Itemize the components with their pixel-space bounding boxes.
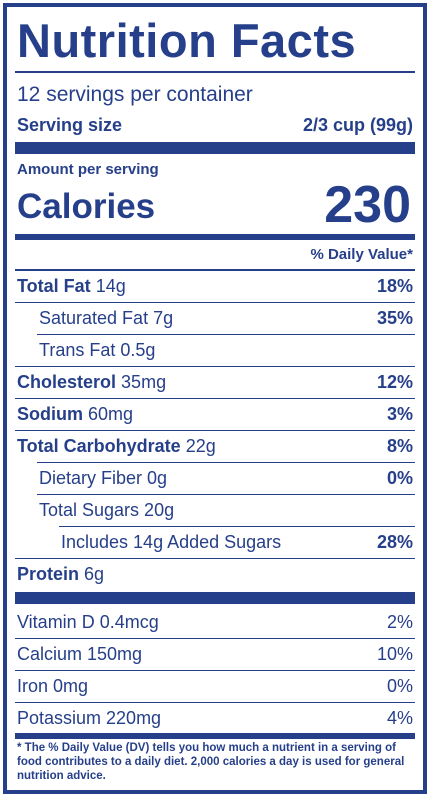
nutrient-dv: 0% bbox=[386, 468, 413, 488]
nutrient-name: Dietary Fiber 0g bbox=[39, 468, 168, 488]
serving-size-value: 2/3 cup (99g) bbox=[302, 115, 413, 135]
amount-per-serving: Amount per serving bbox=[17, 161, 159, 178]
nutrient-row-saturated-fat: Saturated Fat 7g 35% bbox=[15, 303, 415, 335]
vitamin-name: Iron 0mg bbox=[17, 676, 89, 696]
serving-size-label: Serving size bbox=[17, 115, 123, 135]
nutrient-row-added-sugars: Includes 14g Added Sugars 28% bbox=[15, 527, 415, 559]
nutrient-dv: 8% bbox=[386, 436, 413, 456]
nutrient-row-total-fat: Total Fat 14g 18% bbox=[15, 271, 415, 303]
vitamin-row-iron: Iron 0mg 0% bbox=[15, 671, 415, 703]
nutrient-name: Total Fat bbox=[17, 276, 91, 296]
vitamin-dv: 4% bbox=[386, 708, 413, 728]
nutrient-amount: 6g bbox=[84, 564, 105, 584]
nutrient-dv: 3% bbox=[386, 404, 413, 424]
vitamin-row-calcium: Calcium 150mg 10% bbox=[15, 639, 415, 671]
nutrient-row-trans-fat: Trans Fat 0.5g bbox=[15, 335, 415, 367]
vitamin-row-potassium: Potassium 220mg 4% bbox=[15, 703, 415, 735]
vitamin-dv: 10% bbox=[376, 644, 413, 664]
nutrient-row-dietary-fiber: Dietary Fiber 0g 0% bbox=[15, 463, 415, 495]
calories-label: Calories bbox=[17, 187, 156, 226]
vitamin-row-vitamin-d: Vitamin D 0.4mcg 2% bbox=[15, 607, 415, 639]
title-divider bbox=[15, 71, 415, 73]
nutrient-name: Trans Fat 0.5g bbox=[39, 340, 156, 360]
dv-divider bbox=[15, 269, 415, 271]
vitamin-dv: 2% bbox=[386, 612, 413, 632]
daily-value-header: % Daily Value* bbox=[310, 246, 413, 263]
nutrient-name: Includes 14g Added Sugars bbox=[61, 532, 282, 552]
calories-value: 230 bbox=[324, 176, 411, 234]
nutrient-name: Total Carbohydrate bbox=[17, 436, 181, 456]
nutrient-row-total-sugars: Total Sugars 20g bbox=[15, 495, 415, 527]
calories-divider bbox=[15, 234, 415, 240]
serving-divider bbox=[15, 142, 415, 154]
nutrient-amount: 35mg bbox=[121, 372, 167, 392]
footnote-divider bbox=[15, 733, 415, 739]
nutrient-name: Total Sugars 20g bbox=[39, 500, 175, 520]
nutrient-amount: 60mg bbox=[88, 404, 134, 424]
servings-per-container: 12 servings per container bbox=[17, 83, 253, 106]
nutrient-row-cholesterol: Cholesterol 35mg 12% bbox=[15, 367, 415, 399]
vitamin-name: Calcium 150mg bbox=[17, 644, 143, 664]
nutrient-amount: 22g bbox=[185, 436, 216, 456]
nutrient-name: Sodium bbox=[17, 404, 83, 424]
nutrient-name: Saturated Fat 7g bbox=[39, 308, 174, 328]
label-title: Nutrition Facts bbox=[17, 14, 357, 67]
vitamin-name: Vitamin D 0.4mcg bbox=[17, 612, 159, 632]
nutrient-name: Protein bbox=[17, 564, 80, 584]
nutrient-dv: 18% bbox=[376, 276, 413, 296]
vitamin-name: Potassium 220mg bbox=[17, 708, 162, 728]
nutrient-row-total-carbohydrate: Total Carbohydrate 22g 8% bbox=[15, 431, 415, 463]
protein-divider bbox=[15, 592, 415, 604]
nutrient-row-sodium: Sodium 60mg 3% bbox=[15, 399, 415, 431]
nutrient-dv: 12% bbox=[376, 372, 413, 392]
daily-value-footnote: * The % Daily Value (DV) tells you how m… bbox=[17, 742, 405, 782]
nutrition-facts-label: Nutrition Facts 12 servings per containe… bbox=[3, 3, 427, 794]
nutrient-row-protein: Protein 6g bbox=[15, 559, 415, 591]
nutrient-amount: 14g bbox=[95, 276, 126, 296]
nutrient-dv: 35% bbox=[376, 308, 413, 328]
nutrient-dv: 28% bbox=[376, 532, 413, 552]
vitamin-dv: 0% bbox=[386, 676, 413, 696]
nutrient-name: Cholesterol bbox=[17, 372, 117, 392]
